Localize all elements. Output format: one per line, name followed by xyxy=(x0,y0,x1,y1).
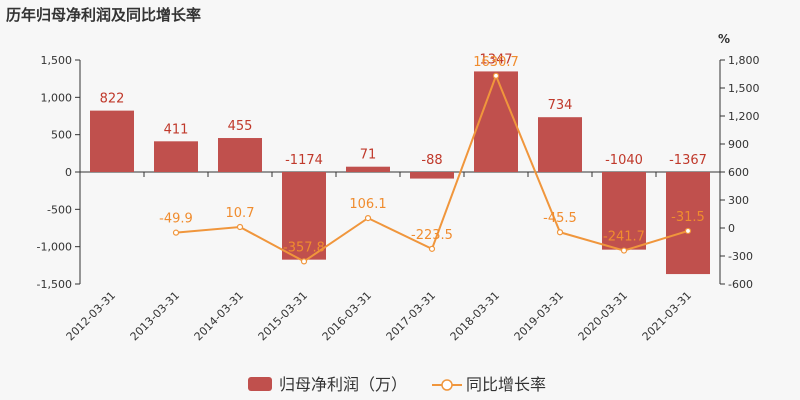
y-right-tick-label: 600 xyxy=(728,166,749,179)
growth-rate-label: 106.1 xyxy=(349,197,386,212)
y-left-tick-label: 500 xyxy=(51,129,72,142)
legend-line-label: 同比增长率 xyxy=(466,375,546,394)
x-tick-label: 2018-03-31 xyxy=(448,289,502,343)
y-right-tick-label: 0 xyxy=(728,222,735,235)
bar xyxy=(602,172,646,250)
growth-rate-point xyxy=(300,258,308,265)
y-right-tick-label: 1,500 xyxy=(728,82,760,95)
growth-rate-label: -223.5 xyxy=(411,228,453,243)
x-tick-label: 2014-03-31 xyxy=(192,289,246,343)
y-left-tick-label: -1,500 xyxy=(37,278,72,291)
x-tick-label: 2019-03-31 xyxy=(512,289,566,343)
growth-rate-label: -45.5 xyxy=(543,211,577,226)
bar-value-label: -88 xyxy=(421,153,442,168)
growth-rate-label: 1630.7 xyxy=(473,55,519,70)
bar xyxy=(538,117,582,172)
x-tick-label: 2017-03-31 xyxy=(384,289,438,343)
y-right-tick-label: 900 xyxy=(728,138,749,151)
growth-rate-label: -31.5 xyxy=(671,210,705,225)
growth-rate-point xyxy=(428,245,436,252)
bar xyxy=(346,166,390,172)
growth-rate-label: 10.7 xyxy=(226,206,255,221)
x-tick-label: 2016-03-31 xyxy=(320,289,374,343)
y-right-tick-label: 1,200 xyxy=(728,110,760,123)
bar xyxy=(90,110,134,172)
growth-rate-point xyxy=(620,247,628,254)
bar xyxy=(218,138,262,172)
x-tick-label: 2012-03-31 xyxy=(64,289,118,343)
bar-value-label: 1347 xyxy=(479,52,512,67)
y-left-tick-label: -1,000 xyxy=(37,241,72,254)
legend-bar-label: 归母净利润（万） xyxy=(279,375,407,394)
y-right-tick-label: -300 xyxy=(728,250,753,263)
bar-value-label: 71 xyxy=(360,148,377,163)
y-left-tick-label: 1,500 xyxy=(41,54,73,67)
bar-value-label: 822 xyxy=(100,92,125,107)
bar-value-label: 411 xyxy=(164,122,189,137)
x-tick-label: 2013-03-31 xyxy=(128,289,182,343)
y-right-unit-label: % xyxy=(718,32,730,46)
bar-value-label: -1040 xyxy=(605,153,643,168)
growth-rate-point xyxy=(172,229,180,236)
x-tick-label: 2015-03-31 xyxy=(256,289,310,343)
y-left-tick-label: 1,000 xyxy=(41,91,73,104)
bar xyxy=(154,141,198,172)
growth-rate-label: -49.9 xyxy=(159,212,193,227)
y-left-tick-label: -500 xyxy=(47,203,72,216)
bar-value-label: 455 xyxy=(228,119,253,134)
growth-rate-point xyxy=(236,223,244,231)
chart-title: 历年归母净利润及同比增长率 xyxy=(6,6,202,24)
growth-rate-label: -241.7 xyxy=(603,230,645,245)
y-right-tick-label: 1,800 xyxy=(728,54,760,67)
growth-rate-point xyxy=(684,227,692,235)
y-right-tick-label: 300 xyxy=(728,194,749,207)
bar-value-label: -1174 xyxy=(285,153,323,168)
legend-line-marker[interactable] xyxy=(441,379,453,391)
growth-rate-point xyxy=(556,229,564,236)
y-right-tick-label: -600 xyxy=(728,278,753,291)
x-tick-label: 2021-03-31 xyxy=(640,289,694,343)
x-tick-label: 2020-03-31 xyxy=(576,289,630,343)
bar xyxy=(410,172,454,179)
growth-rate-label: -357.8 xyxy=(283,240,325,255)
growth-rate-point xyxy=(364,214,372,222)
legend-bar-swatch[interactable] xyxy=(248,377,272,391)
growth-rate-point xyxy=(492,72,500,79)
y-left-tick-label: 0 xyxy=(65,166,72,179)
bar xyxy=(666,172,710,275)
bar-value-label: 734 xyxy=(548,98,573,113)
bar xyxy=(474,71,518,172)
bar xyxy=(282,172,326,260)
bar-value-label: -1367 xyxy=(669,153,707,168)
